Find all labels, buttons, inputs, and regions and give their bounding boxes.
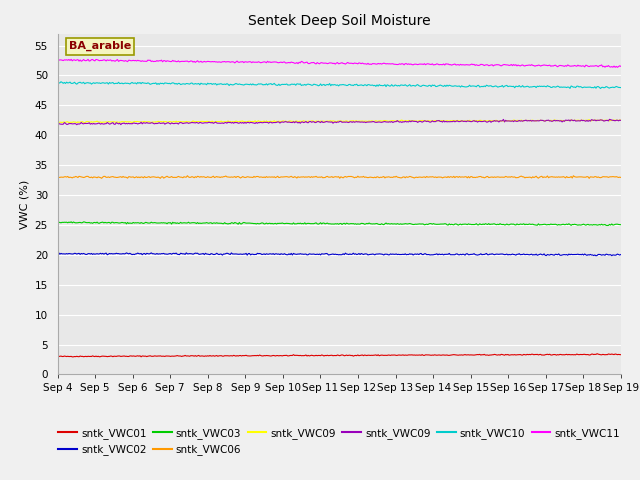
Title: Sentek Deep Soil Moisture: Sentek Deep Soil Moisture <box>248 14 431 28</box>
Y-axis label: VWC (%): VWC (%) <box>19 180 29 228</box>
Legend: sntk_VWC01, sntk_VWC02, sntk_VWC03, sntk_VWC06, sntk_VWC09, sntk_VWC09, sntk_VWC: sntk_VWC01, sntk_VWC02, sntk_VWC03, sntk… <box>54 424 624 459</box>
Text: BA_arable: BA_arable <box>69 41 131 51</box>
